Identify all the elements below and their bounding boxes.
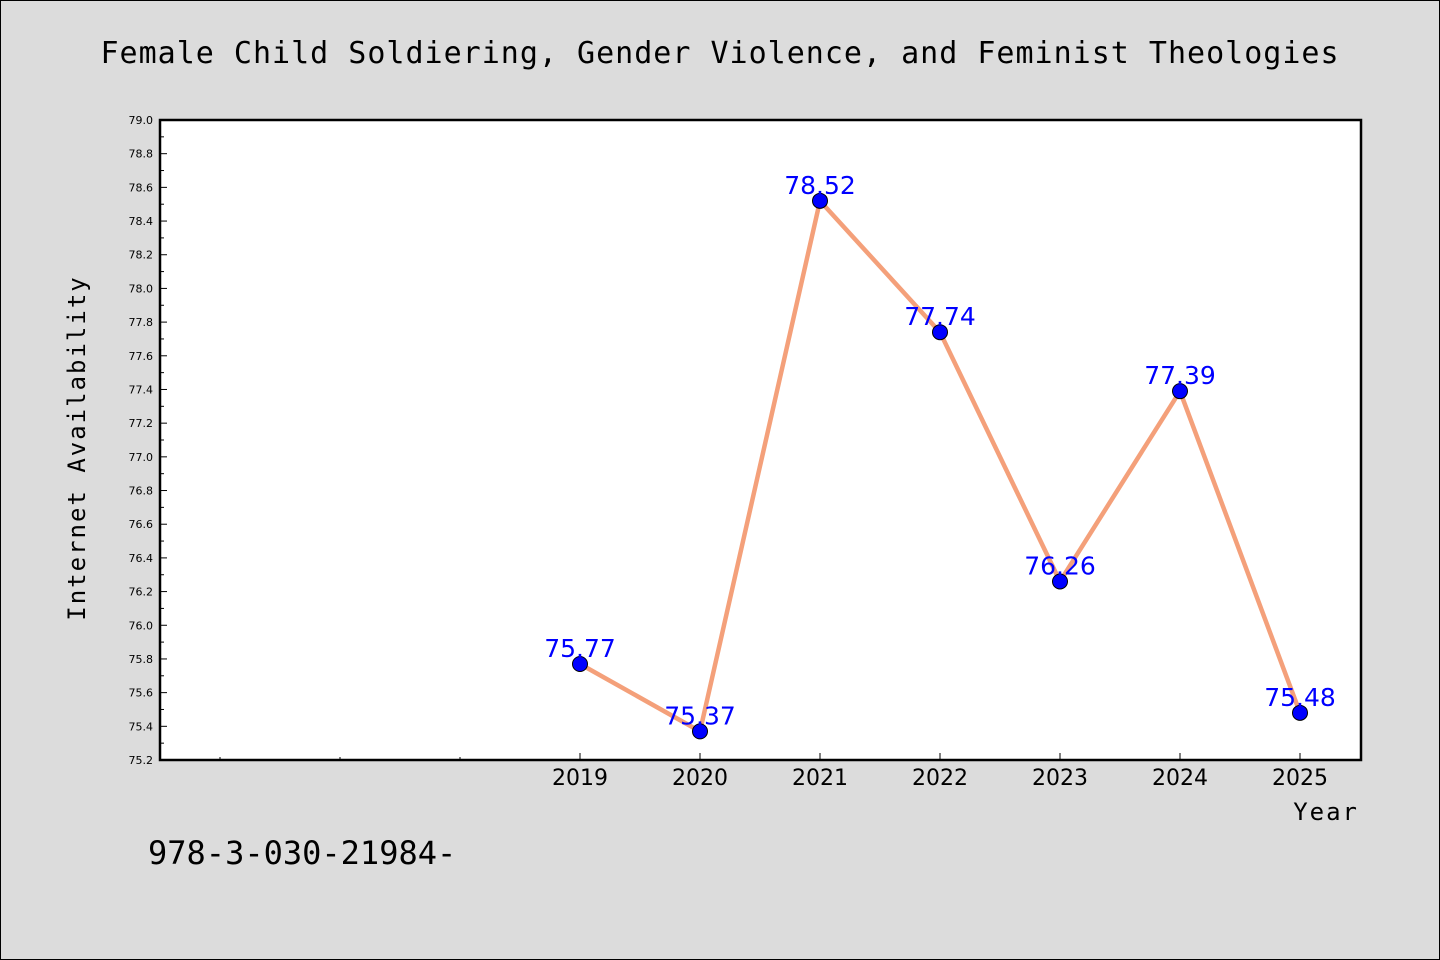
y-tick-label: 77.0 [129,451,154,464]
data-point [932,324,948,341]
data-point [812,192,828,209]
y-tick-label: 76.2 [129,586,154,599]
chart-title: Female Child Soldiering, Gender Violence… [101,36,1340,71]
y-tick-label: 77.2 [129,417,154,430]
x-axis-label: Year [1293,798,1359,826]
data-label: 76.26 [1024,551,1096,580]
y-tick-label: 75.2 [129,754,154,767]
y-tick-label: 77.4 [129,383,154,396]
x-tick-label: 2024 [1152,766,1208,791]
y-tick-label: 78.2 [129,249,154,262]
y-tick-label: 77.6 [129,350,154,363]
data-label: 77.74 [904,302,976,331]
y-tick-label: 76.0 [129,619,154,632]
x-tick-label: 2023 [1032,766,1088,791]
y-tick-label: 79.0 [129,114,154,127]
series-layer: 75.77 75.37 78.52 77.74 76.26 77.39 75.48 [544,171,1336,740]
data-label: 75.77 [544,634,616,663]
y-tick-label: 78.4 [129,215,154,228]
footer-text: 978-3-030-21984- [148,834,456,872]
y-tick-label: 75.8 [129,653,154,666]
y-tick-label: 78.8 [129,148,154,161]
y-tick-label: 75.6 [129,687,154,700]
y-tick-label: 78.6 [129,181,154,194]
data-point [692,723,708,740]
data-label: 75.48 [1264,683,1336,712]
x-tick-label: 2020 [672,766,728,791]
x-tick-label: 2021 [792,766,848,791]
data-label: 77.39 [1144,361,1216,390]
y-axis: 75.2 75.4 75.6 75.8 76.0 76.2 76.4 76.6 76.8 77.0… [129,114,167,767]
y-tick-label: 76.6 [129,518,154,531]
y-tick-label: 75.4 [129,720,154,733]
x-tick-label: 2019 [552,766,608,791]
data-point [572,656,588,672]
plot-area [158,118,1363,762]
y-tick-label: 76.8 [129,485,154,498]
data-label: 75.37 [664,701,736,730]
data-point [1172,383,1188,400]
data-point [1052,573,1068,590]
y-tick-label: 76.4 [129,552,154,565]
x-tick-label: 2022 [912,766,968,791]
data-point [1292,704,1308,721]
data-label: 78.52 [784,171,856,200]
y-axis-label: Internet Availability [63,275,91,620]
y-tick-label: 78.0 [129,282,154,295]
x-tick-label: 2025 [1272,766,1328,791]
y-tick-label: 77.8 [129,316,154,329]
x-axis: 2019 2020 2021 2022 2023 2024 2025 [219,753,1328,791]
